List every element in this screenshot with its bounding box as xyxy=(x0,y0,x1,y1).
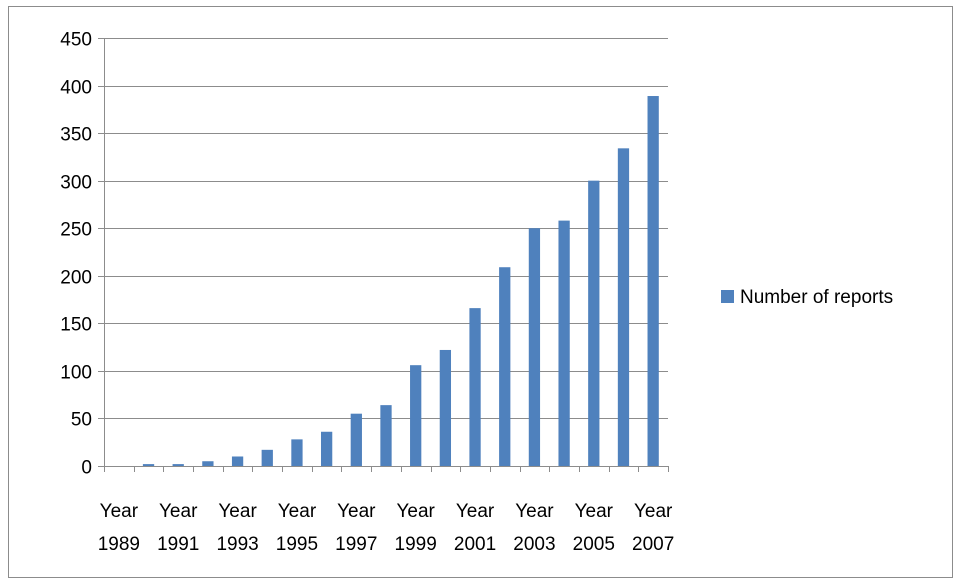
bar xyxy=(469,308,481,466)
bar xyxy=(647,96,659,467)
y-tick-label: 50 xyxy=(71,410,92,431)
y-tick-label: 450 xyxy=(60,30,92,51)
bar xyxy=(350,413,362,466)
y-tick-label: 150 xyxy=(60,315,92,336)
bar xyxy=(172,464,184,466)
x-tick-label: Year 1989 xyxy=(98,501,140,555)
x-tick-label: Year 2005 xyxy=(573,501,615,555)
gridlines xyxy=(104,38,668,419)
x-tick-label: Year 2001 xyxy=(454,501,496,555)
bar xyxy=(558,220,570,466)
legend-label: Number of reports xyxy=(740,287,893,308)
bar xyxy=(439,349,452,466)
y-tick-label: 400 xyxy=(60,78,92,99)
bar xyxy=(499,267,511,466)
bar xyxy=(320,431,333,466)
bar xyxy=(231,456,244,466)
x-tick-label: Year 1991 xyxy=(157,501,199,555)
x-tick-label: Year 1997 xyxy=(335,501,377,555)
y-tick-label: 0 xyxy=(81,458,92,479)
x-tick-labels: Year 1989 Year 1991 Year 1993 Year 1995 Year 1997… xyxy=(98,501,675,555)
bar xyxy=(528,228,541,466)
y-tick-label: 100 xyxy=(60,363,92,384)
x-tick-label: Year 2007 xyxy=(632,501,674,555)
x-tick-label: Year 1995 xyxy=(276,501,318,555)
legend: Number of reports xyxy=(721,287,893,308)
bar xyxy=(380,405,392,466)
bar xyxy=(202,461,214,466)
bar xyxy=(410,365,422,466)
bar xyxy=(142,464,155,466)
y-tick-label: 300 xyxy=(60,173,92,194)
bar xyxy=(617,148,630,466)
bars xyxy=(142,96,659,467)
bar xyxy=(588,180,600,467)
y-tick-label: 350 xyxy=(60,125,92,146)
x-tick-label: Year 1993 xyxy=(216,501,258,555)
legend-swatch xyxy=(721,290,734,303)
bar xyxy=(261,449,273,466)
axes xyxy=(98,38,669,472)
chart-area xyxy=(8,6,953,578)
x-tick-label: Year 2003 xyxy=(513,501,555,555)
y-tick-label: 250 xyxy=(60,220,92,241)
y-tick-label: 200 xyxy=(60,268,92,289)
x-tick-label: Year 1999 xyxy=(395,501,437,555)
y-tick-labels: 0 50 100 150 200 250 300 350 400 450 xyxy=(60,30,92,479)
bar xyxy=(291,439,303,466)
